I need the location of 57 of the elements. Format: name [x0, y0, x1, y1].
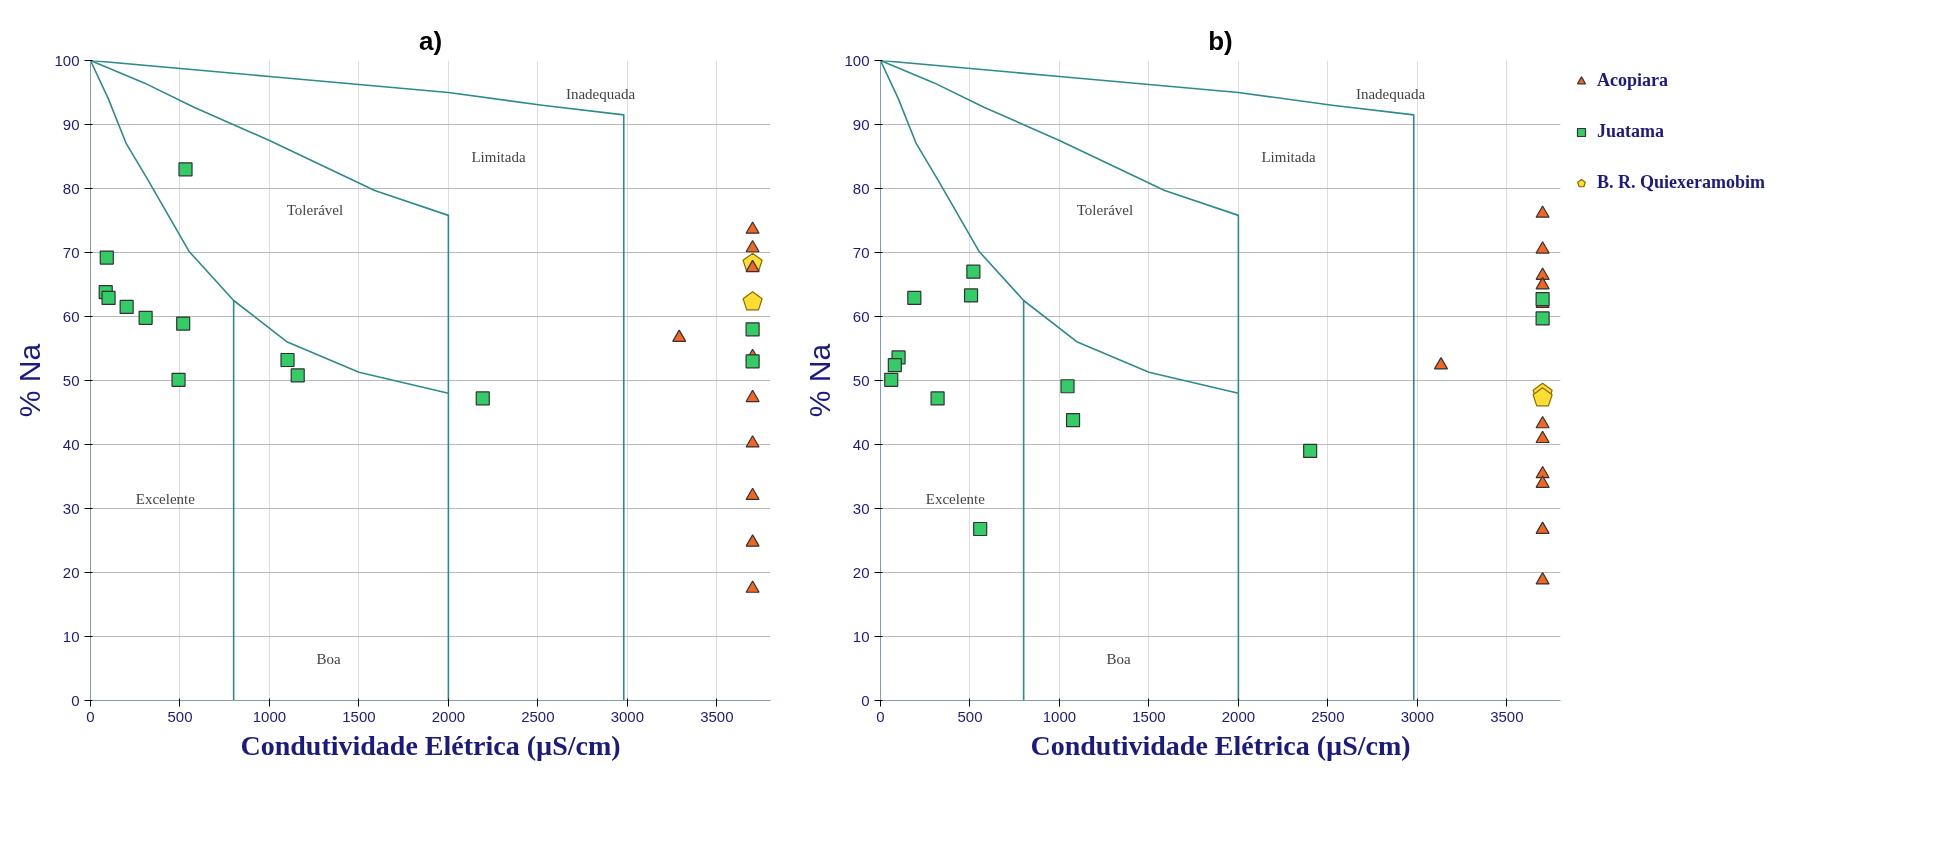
y-tick-label: 40: [852, 435, 870, 453]
x-tick-label: 0: [86, 707, 95, 725]
annotation: Boa: [1106, 650, 1131, 667]
x-tick-label: 1000: [252, 707, 287, 725]
annotation: Limitada: [471, 148, 526, 165]
annotation: Tolerável: [1076, 201, 1134, 218]
y-tick-label: 40: [62, 435, 80, 453]
y-tick-label: 90: [852, 115, 870, 133]
chart-title: b): [1208, 25, 1233, 56]
x-tick-label: 3000: [610, 707, 645, 725]
legend-label: Juatama: [1597, 121, 1664, 142]
y-tick-label: 50: [62, 371, 80, 389]
y-tick-label: 70: [852, 243, 870, 261]
x-axis-title: Condutividade Elétrica (µS/cm): [240, 729, 621, 761]
y-tick-label: 30: [62, 499, 80, 517]
y-tick-label: 60: [852, 307, 870, 325]
y-tick-label: 30: [852, 499, 870, 517]
y-tick-label: 10: [852, 627, 870, 645]
x-tick-label: 3500: [1490, 707, 1524, 725]
annotation: Inadequada: [565, 85, 636, 102]
y-tick-label: 80: [62, 179, 80, 197]
y-tick-label: 70: [62, 243, 80, 261]
x-tick-label: 3500: [700, 707, 734, 725]
legend-label: Acopiara: [1597, 70, 1668, 91]
x-tick-label: 2000: [1221, 707, 1256, 725]
x-tick-label: 1500: [342, 707, 376, 725]
y-tick-label: 100: [54, 51, 80, 69]
y-tick-label: 10: [62, 627, 80, 645]
y-tick-label: 60: [62, 307, 80, 325]
y-tick-label: 100: [844, 51, 870, 69]
annotation: Excelente: [135, 490, 196, 507]
annotation: Limitada: [1261, 148, 1316, 165]
x-tick-label: 2000: [431, 707, 466, 725]
y-axis-title: % Na: [13, 343, 47, 418]
x-tick-label: 1500: [1132, 707, 1166, 725]
x-axis-title: Condutividade Elétrica (µS/cm): [1030, 729, 1411, 761]
x-tick-label: 0: [876, 707, 885, 725]
x-tick-label: 500: [957, 707, 983, 725]
annotation: Excelente: [925, 490, 986, 507]
chart-title: a): [418, 25, 443, 56]
y-tick-label: 50: [852, 371, 870, 389]
x-tick-label: 2500: [1311, 707, 1345, 725]
x-tick-label: 3000: [1400, 707, 1435, 725]
y-tick-label: 20: [852, 563, 870, 581]
y-tick-label: 80: [852, 179, 870, 197]
y-tick-label: 20: [62, 563, 80, 581]
annotation: Inadequada: [1355, 85, 1426, 102]
y-tick-label: 0: [71, 691, 80, 709]
annotation: Boa: [316, 650, 341, 667]
y-tick-label: 0: [861, 691, 870, 709]
x-tick-label: 2500: [521, 707, 555, 725]
x-tick-label: 500: [167, 707, 193, 725]
x-tick-label: 1000: [1042, 707, 1077, 725]
annotation: Tolerável: [286, 201, 344, 218]
legend-label: B. R. Quiexeramobim: [1597, 172, 1765, 193]
y-tick-label: 90: [62, 115, 80, 133]
y-axis-title: % Na: [803, 343, 837, 418]
